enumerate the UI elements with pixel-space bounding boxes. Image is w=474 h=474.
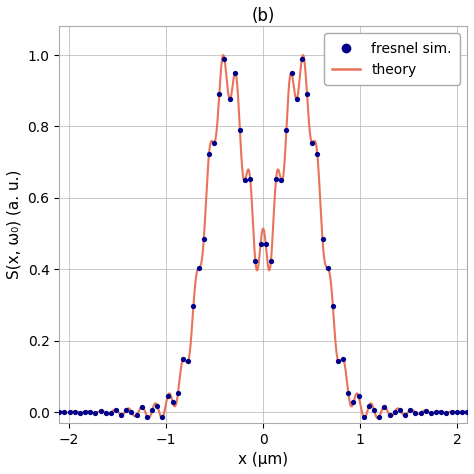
Title: (b): (b) — [251, 7, 275, 25]
Legend: fresnel sim., theory: fresnel sim., theory — [324, 34, 460, 85]
X-axis label: x (μm): x (μm) — [238, 452, 288, 467]
Y-axis label: S(x, ω₀) (a. u.): S(x, ω₀) (a. u.) — [7, 170, 22, 279]
